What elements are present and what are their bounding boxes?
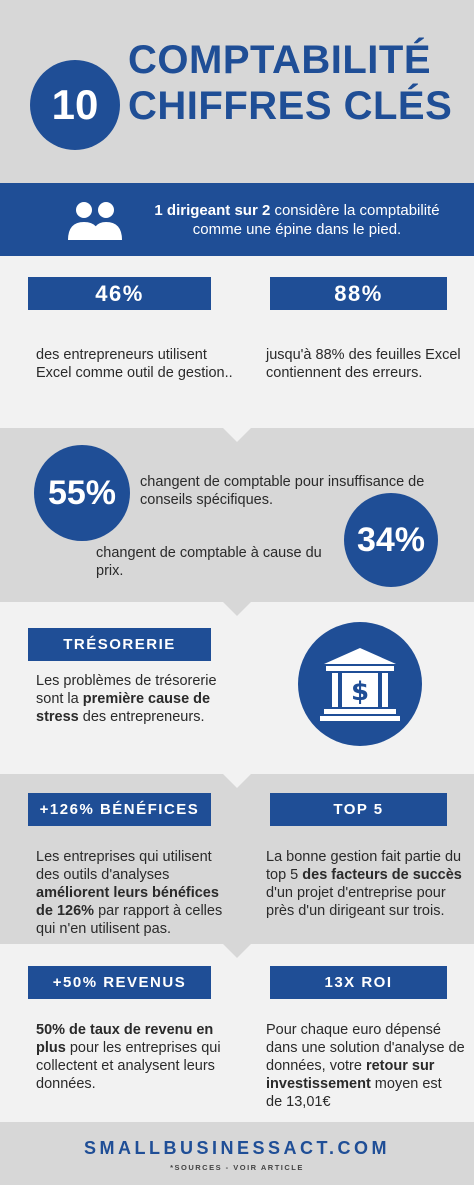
stat-34-value: 34% (356, 520, 426, 559)
stat-88-bar: 88% (270, 277, 447, 310)
stats-row-1-section: 46% des entrepreneurs utilisent Excel co… (0, 256, 474, 428)
revenus-line1-bold: 50% de taux de revenu en (36, 1022, 214, 1038)
top5-line3: d'un projet d'entreprise pour (266, 885, 446, 901)
banner-text2: comme une épine dans le pied. (192, 221, 402, 238)
stat-46-label: 46% (95, 280, 144, 306)
page-title-line1: COMPTABILITÉ (128, 38, 432, 82)
stat-55-text2: conseils spécifiques. (140, 492, 273, 508)
roi-line3-pre: données, votre (266, 1058, 366, 1074)
divider-arrow (223, 428, 251, 442)
stat-88-label: 88% (334, 280, 383, 306)
tresorerie-bar: TRÉSORERIE (28, 628, 211, 661)
benefices-text: Les entreprises qui utilisent des outils… (36, 848, 256, 938)
footer-section: SMALLBUSINESSACT.COM *SOURCES - VOIR ART… (0, 1122, 474, 1185)
stat-34-circle: 34% (344, 493, 438, 587)
footer-sources: *SOURCES - VOIR ARTICLE (170, 1163, 304, 1172)
banner-text: 1 dirigeant sur 2 considère la comptabil… (132, 201, 462, 239)
top5-line4: près d'un dirigeant sur trois. (266, 903, 445, 919)
roi-line2: dans une solution d'analyse de (266, 1040, 465, 1056)
revenus-line3: collectent et analysent leurs (36, 1058, 215, 1074)
top5-line2-bold: des facteurs de succès (302, 867, 462, 883)
roi-line5: de 13,01€ (266, 1094, 331, 1110)
stat-46-text: des entrepreneurs utilisent Excel comme … (36, 346, 236, 382)
stat-55-text1: changent de comptable pour insuffisance … (140, 474, 425, 490)
roi-line1: Pour chaque euro dépensé (266, 1022, 441, 1038)
benefices-section: +126% BÉNÉFICES Les entreprises qui util… (0, 774, 474, 944)
top5-text: La bonne gestion fait partie du top 5 de… (266, 848, 471, 920)
stat-46-text2: Excel comme outil de gestion.. (36, 365, 233, 381)
tresorerie-line2-pre: sont la (36, 691, 83, 707)
stat-88-text: jusqu'à 88% des feuilles Excel contienne… (266, 346, 466, 382)
number-badge: 10 (30, 60, 120, 150)
banner-text1: considère la comptabilité (270, 202, 440, 219)
revenus-bar: +50% REVENUS (28, 966, 211, 999)
stat-55-circle: 55% (34, 445, 130, 541)
revenus-section: +50% REVENUS 50% de taux de revenu en pl… (0, 944, 474, 1122)
revenus-label: +50% REVENUS (52, 974, 187, 991)
benefices-line2: des outils d'analyses (36, 867, 170, 883)
top5-bar: TOP 5 (270, 793, 447, 826)
roi-line4-bold: investissement (266, 1076, 371, 1092)
page-title-line2: CHIFFRES CLÉS (128, 84, 453, 128)
benefices-line5: qui n'en utilisent pas. (36, 921, 171, 937)
stat-88-text1: jusqu'à 88% des feuilles Excel (266, 347, 461, 363)
top5-line2-pre: top 5 (266, 867, 303, 883)
number-badge-text: 10 (51, 81, 99, 128)
tresorerie-label: TRÉSORERIE (63, 636, 176, 653)
divider-arrow (223, 602, 251, 616)
revenus-line2-bold: plus (36, 1040, 66, 1056)
benefices-line3-bold: améliorent leurs bénéfices (36, 885, 219, 901)
stat-88-text2: contiennent des erreurs. (266, 365, 423, 381)
stat-34-text: changent de comptable à cause du prix. (96, 545, 322, 579)
benefices-line4-post: par rapport à celles (94, 903, 223, 919)
tresorerie-line1: Les problèmes de trésorerie (36, 673, 217, 689)
stat-46-bar: 46% (28, 277, 211, 310)
roi-text: Pour chaque euro dépensé dans une soluti… (266, 1021, 471, 1111)
top5-line1: La bonne gestion fait partie du (266, 849, 462, 865)
stat-46-text1: des entrepreneurs utilisent (36, 347, 207, 363)
revenus-line4: données. (36, 1076, 96, 1092)
banner-bold: 1 dirigeant sur 2 (154, 202, 271, 219)
benefices-label: +126% BÉNÉFICES (39, 801, 200, 818)
tresorerie-text: Les problèmes de trésorerie sont la prem… (36, 672, 256, 726)
benefices-line1: Les entreprises qui utilisent (36, 849, 212, 865)
tresorerie-section: TRÉSORERIE Les problèmes de trésorerie s… (0, 602, 474, 774)
stat-55-text: changent de comptable pour insuffisance … (140, 473, 460, 509)
tresorerie-line2-bold: première cause de (82, 691, 211, 707)
top5-label: TOP 5 (333, 801, 384, 818)
svg-text:$: $ (351, 677, 369, 707)
header-section: 10 COMPTABILITÉ CHIFFRES CLÉS (0, 0, 474, 183)
users-icon (66, 200, 126, 245)
roi-line3-bold: retour sur (365, 1058, 435, 1074)
circles-section: 55% changent de comptable pour insuffisa… (0, 428, 474, 602)
roi-bar: 13X ROI (270, 966, 447, 999)
revenus-text: 50% de taux de revenu en plus pour les e… (36, 1021, 256, 1093)
divider-arrow (223, 944, 251, 958)
roi-label: 13X ROI (324, 974, 393, 991)
benefices-line4-bold: de 126% (36, 903, 95, 919)
stat-55-value: 55% (47, 473, 117, 512)
tresorerie-line3-bold: stress (36, 709, 79, 725)
banner-section: 1 dirigeant sur 2 considère la comptabil… (0, 183, 474, 256)
bank-dollar-icon: $ (298, 622, 422, 746)
tresorerie-line3-post: des entrepreneurs. (78, 709, 205, 725)
footer-site: SMALLBUSINESSACT.COM (83, 1138, 390, 1158)
revenus-line2-post: pour les entreprises qui (65, 1040, 221, 1056)
roi-line4-post: moyen est (370, 1076, 442, 1092)
benefices-bar: +126% BÉNÉFICES (28, 793, 211, 826)
divider-arrow (223, 774, 251, 788)
